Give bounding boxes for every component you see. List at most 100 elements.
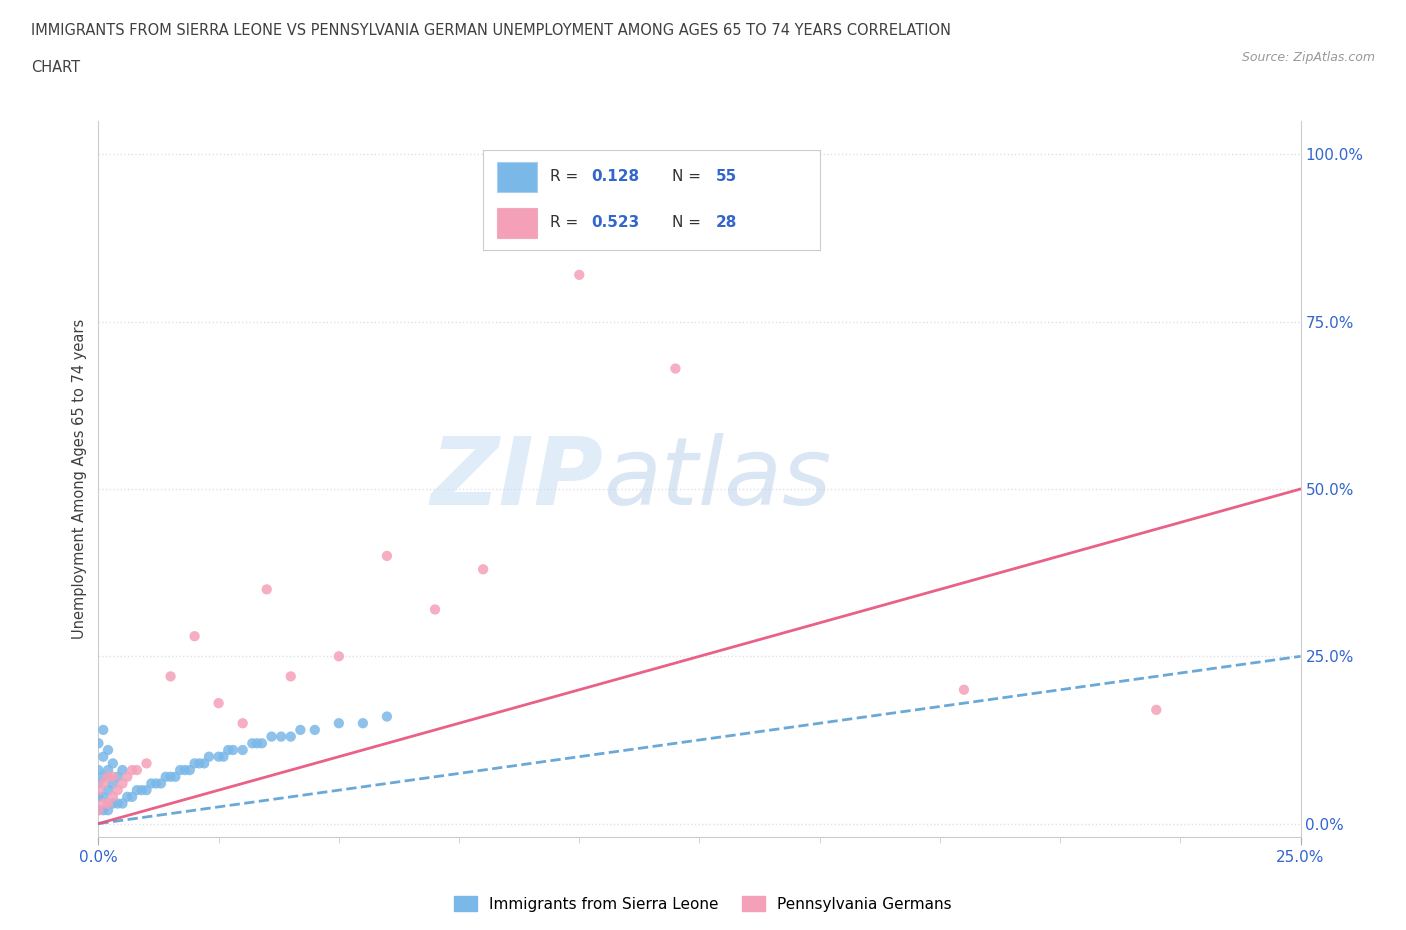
Point bbox=[91, 803, 114, 817]
Text: ZIP: ZIP bbox=[430, 433, 603, 525]
Point bbox=[953, 683, 976, 698]
Point bbox=[91, 790, 114, 804]
Point bbox=[304, 723, 326, 737]
Point bbox=[246, 736, 269, 751]
Point bbox=[111, 763, 134, 777]
Text: CHART: CHART bbox=[31, 60, 80, 75]
Point bbox=[117, 769, 139, 784]
Point bbox=[91, 776, 114, 790]
Point bbox=[91, 796, 114, 811]
Point bbox=[121, 790, 143, 804]
Point bbox=[212, 750, 235, 764]
Point bbox=[568, 268, 591, 283]
Point bbox=[198, 750, 221, 764]
Point bbox=[260, 729, 283, 744]
Point bbox=[87, 803, 110, 817]
Point bbox=[135, 756, 157, 771]
Y-axis label: Unemployment Among Ages 65 to 74 years: Unemployment Among Ages 65 to 74 years bbox=[72, 319, 87, 639]
Point bbox=[125, 763, 148, 777]
Point bbox=[159, 769, 181, 784]
Text: N =: N = bbox=[672, 215, 706, 231]
Point bbox=[87, 790, 110, 804]
Point bbox=[91, 723, 114, 737]
Point bbox=[222, 742, 245, 757]
Point bbox=[193, 756, 215, 771]
Point bbox=[664, 361, 686, 376]
Point bbox=[423, 602, 446, 617]
Point bbox=[240, 736, 263, 751]
Point bbox=[375, 549, 398, 564]
Point bbox=[208, 696, 231, 711]
Text: 55: 55 bbox=[716, 169, 737, 184]
Legend: Immigrants from Sierra Leone, Pennsylvania Germans: Immigrants from Sierra Leone, Pennsylvan… bbox=[449, 889, 957, 918]
Point bbox=[1144, 702, 1167, 717]
Point bbox=[87, 736, 110, 751]
FancyBboxPatch shape bbox=[496, 207, 537, 238]
Point bbox=[217, 742, 239, 757]
Point bbox=[97, 769, 120, 784]
Point bbox=[208, 750, 231, 764]
Point bbox=[97, 783, 120, 798]
Point bbox=[97, 803, 120, 817]
Point bbox=[188, 756, 211, 771]
Text: atlas: atlas bbox=[603, 433, 831, 525]
Point bbox=[135, 783, 157, 798]
Point bbox=[97, 796, 120, 811]
Point bbox=[250, 736, 273, 751]
Text: N =: N = bbox=[672, 169, 706, 184]
Point bbox=[270, 729, 292, 744]
Point bbox=[256, 582, 278, 597]
Point bbox=[290, 723, 312, 737]
Text: R =: R = bbox=[550, 169, 583, 184]
Point bbox=[280, 669, 302, 684]
Text: 0.128: 0.128 bbox=[591, 169, 638, 184]
Point bbox=[472, 562, 495, 577]
Point bbox=[101, 796, 124, 811]
Point bbox=[183, 756, 205, 771]
Point bbox=[183, 629, 205, 644]
FancyBboxPatch shape bbox=[496, 162, 537, 192]
Point bbox=[375, 709, 398, 724]
Text: R =: R = bbox=[550, 215, 583, 231]
Text: 28: 28 bbox=[716, 215, 737, 231]
Point bbox=[169, 763, 191, 777]
Point bbox=[97, 763, 120, 777]
Point bbox=[352, 716, 374, 731]
Point bbox=[91, 769, 114, 784]
Point bbox=[141, 776, 163, 790]
Point bbox=[159, 669, 181, 684]
Text: Source: ZipAtlas.com: Source: ZipAtlas.com bbox=[1241, 51, 1375, 64]
Point bbox=[328, 716, 350, 731]
Point bbox=[111, 796, 134, 811]
Text: 0.523: 0.523 bbox=[591, 215, 640, 231]
Point bbox=[155, 769, 177, 784]
Point bbox=[174, 763, 197, 777]
Point bbox=[107, 796, 129, 811]
Point bbox=[111, 776, 134, 790]
Point bbox=[165, 769, 187, 784]
Point bbox=[107, 769, 129, 784]
Point bbox=[232, 716, 254, 731]
Point bbox=[179, 763, 201, 777]
Point bbox=[101, 769, 124, 784]
Point bbox=[232, 742, 254, 757]
Point bbox=[280, 729, 302, 744]
Point bbox=[145, 776, 167, 790]
Point bbox=[87, 776, 110, 790]
Point bbox=[87, 803, 110, 817]
Point bbox=[87, 783, 110, 798]
Point bbox=[117, 790, 139, 804]
Point bbox=[107, 783, 129, 798]
Point bbox=[131, 783, 153, 798]
Point bbox=[149, 776, 172, 790]
Point bbox=[328, 649, 350, 664]
Point bbox=[125, 783, 148, 798]
Point bbox=[121, 763, 143, 777]
Point bbox=[101, 790, 124, 804]
Point bbox=[97, 742, 120, 757]
Point bbox=[101, 776, 124, 790]
Point bbox=[101, 756, 124, 771]
Point bbox=[91, 750, 114, 764]
Point bbox=[87, 763, 110, 777]
Text: IMMIGRANTS FROM SIERRA LEONE VS PENNSYLVANIA GERMAN UNEMPLOYMENT AMONG AGES 65 T: IMMIGRANTS FROM SIERRA LEONE VS PENNSYLV… bbox=[31, 23, 950, 38]
